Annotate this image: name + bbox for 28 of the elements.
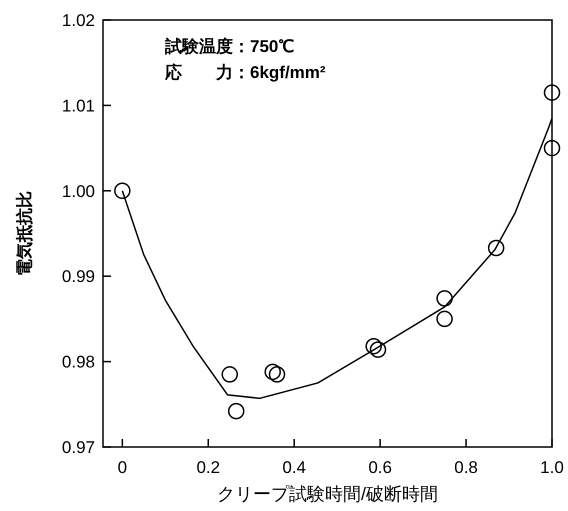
point	[365, 338, 382, 354]
x-tick-label: 1.0	[540, 458, 564, 477]
point	[228, 402, 244, 420]
x-axis-title: クリープ試験時間/破断時間	[216, 484, 438, 504]
y-axis-title: 電気抵抗比	[15, 191, 34, 276]
y-tick-label: 1.01	[62, 96, 95, 116]
point	[488, 240, 504, 256]
x-tick-label: 0.6	[368, 458, 392, 477]
point	[264, 364, 281, 380]
annotation: 応 力：6kgf/mm²	[164, 63, 326, 82]
y-tick-label: 0.97	[62, 438, 95, 457]
y-tick-label: 1.02	[62, 11, 95, 30]
annotation: 試験温度：750℃	[164, 37, 294, 56]
point	[436, 310, 453, 328]
x-tick-label: 0.2	[196, 458, 220, 477]
point	[544, 84, 560, 101]
point	[544, 140, 560, 156]
point	[222, 366, 238, 383]
x-tick-label: 0.8	[454, 458, 478, 477]
y-tick-label: 0.99	[62, 267, 95, 286]
y-tick-label: 0.98	[62, 352, 95, 372]
point	[436, 290, 453, 307]
point	[114, 182, 131, 200]
point	[268, 366, 286, 383]
x-tick-label: 0	[118, 458, 128, 477]
point	[370, 341, 386, 358]
y-tick-label: 1.00	[62, 182, 95, 201]
x-tick-label: 0.4	[282, 458, 306, 477]
